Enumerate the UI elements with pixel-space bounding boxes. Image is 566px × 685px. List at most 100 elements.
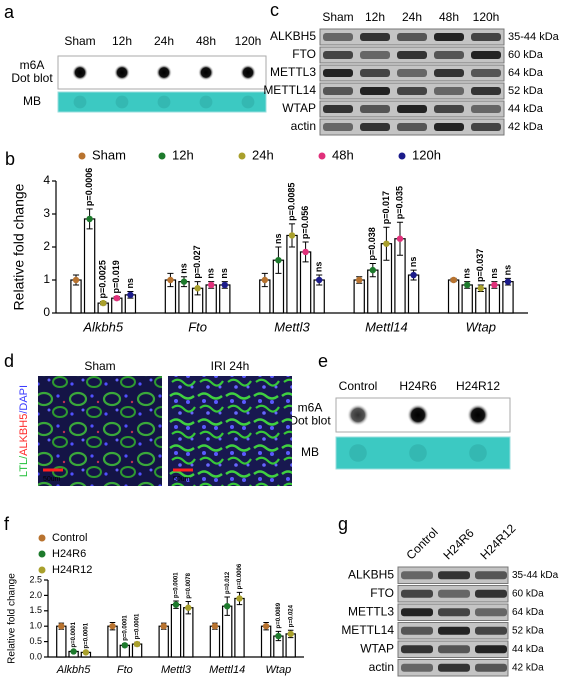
x-tick-label: Mettl3 — [274, 319, 310, 334]
data-point — [121, 642, 128, 649]
annotation: p=0.024 — [288, 604, 294, 627]
mb-dot — [349, 444, 367, 462]
bar — [353, 279, 365, 314]
data-point — [315, 276, 323, 284]
annotation: ns — [125, 278, 135, 289]
mb-dot — [469, 444, 487, 462]
data-point — [491, 281, 498, 289]
legend-marker — [38, 534, 46, 542]
annotation: p=0.012 — [225, 571, 231, 594]
bar — [158, 625, 169, 658]
blot-band — [434, 123, 464, 131]
size-label: 64 kDa — [508, 67, 544, 79]
column-label: 48h — [439, 10, 459, 24]
column-label: Sham — [84, 359, 115, 373]
size-label: 64 kDa — [512, 607, 544, 618]
blot-band — [397, 33, 427, 41]
row-label: MB — [23, 94, 41, 108]
legend-marker — [38, 566, 46, 574]
protein-label: METTL3 — [348, 604, 394, 618]
data-point — [464, 281, 471, 289]
x-tick-label: Alkbh5 — [56, 664, 92, 676]
annotation: p=0.035 — [394, 186, 404, 219]
bar — [183, 607, 194, 658]
blot-dot — [198, 64, 214, 81]
protein-label: FTO — [292, 47, 316, 61]
size-label: 60 kDa — [512, 588, 544, 599]
data-point — [160, 623, 167, 630]
data-point — [396, 235, 404, 242]
annotation: p=0.0006 — [84, 168, 94, 206]
legend-label: 120h — [412, 147, 441, 162]
blot-band — [360, 33, 390, 41]
blot-band — [360, 123, 390, 131]
blot-band — [397, 69, 427, 77]
column-label: 48h — [196, 34, 216, 48]
row-label: m6A — [298, 401, 323, 415]
protein-label: ALKBH5 — [348, 567, 394, 581]
legend-label: 48h — [332, 147, 354, 162]
bar — [170, 604, 182, 658]
annotation: ns — [502, 265, 512, 276]
protein-label: METTL3 — [270, 65, 316, 79]
column-label: H24R6 — [399, 379, 437, 393]
y-tick-label: 3 — [43, 206, 50, 220]
annotation: p=0.0001 — [83, 622, 89, 648]
data-point — [261, 276, 269, 284]
size-label: 44 kDa — [512, 644, 544, 655]
x-tick-label: Wtap — [466, 319, 496, 334]
column-label: H24R6 — [440, 526, 477, 563]
x-tick-label: Fto — [117, 664, 133, 676]
column-label: 120h — [235, 34, 262, 48]
data-point — [302, 248, 309, 256]
y-tick-label: 1.5 — [29, 605, 42, 615]
annotation: ns — [219, 268, 229, 279]
blot-band — [360, 87, 390, 95]
bar — [488, 284, 501, 314]
scale-bar-label: 50um — [173, 476, 191, 483]
protein-label: WTAP — [282, 101, 316, 115]
x-tick-label: Mettl3 — [161, 664, 192, 676]
annotation: ns — [462, 268, 472, 279]
annotation: p=0.019 — [111, 260, 121, 293]
blot-band — [434, 69, 464, 77]
bar — [502, 281, 514, 314]
panel-label: c — [270, 0, 279, 20]
blot-band — [401, 663, 433, 672]
protein-label: METTL14 — [263, 83, 316, 97]
y-axis-label: Relative fold change — [7, 573, 18, 664]
data-point — [180, 278, 188, 285]
scale-bar-label: 50um — [43, 476, 61, 483]
mb-dot — [241, 95, 255, 109]
blot-band — [434, 87, 464, 95]
mb-dot — [409, 444, 427, 462]
y-tick-label: 2.5 — [29, 574, 42, 584]
data-point — [221, 281, 228, 289]
panel-label: e — [318, 351, 328, 371]
data-point — [410, 271, 417, 279]
micrograph — [168, 376, 292, 486]
legend-marker — [158, 152, 166, 160]
blot-band — [323, 123, 353, 131]
x-tick-label: Mettl14 — [209, 664, 245, 676]
blot-band — [438, 571, 470, 580]
legend-marker — [398, 152, 406, 160]
annotation: p=0.027 — [192, 245, 202, 278]
annotation: ns — [206, 268, 216, 279]
data-point — [288, 232, 296, 239]
data-point — [109, 623, 116, 630]
x-tick-label: Alkbh5 — [82, 319, 124, 334]
size-label: 35-44 kDa — [512, 570, 559, 581]
column-label: 24h — [402, 10, 422, 24]
legend-label: 12h — [172, 147, 194, 162]
data-point — [262, 623, 270, 630]
mb-dot — [115, 95, 129, 109]
annotation: p=0.038 — [367, 227, 377, 260]
data-point — [172, 601, 180, 608]
mb-dot — [199, 95, 213, 109]
blot-dot — [407, 404, 429, 426]
blot-band — [471, 87, 501, 95]
stain-label: LTL/ALKBH5/DAPI — [18, 385, 30, 477]
data-point — [356, 276, 363, 284]
